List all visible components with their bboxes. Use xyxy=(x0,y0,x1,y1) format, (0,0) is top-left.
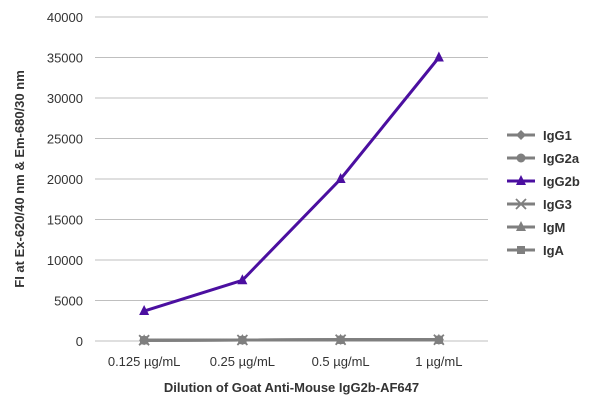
x-tick-label: 0.125 µg/mL xyxy=(108,354,181,369)
legend-label: IgA xyxy=(543,243,565,258)
data-point xyxy=(433,51,444,62)
y-tick-labels: 0 5000 10000 15000 20000 25000 30000 35000 40000 xyxy=(47,10,83,349)
legend-item-IgG2b: IgG2b xyxy=(507,174,580,189)
legend-label: IgG1 xyxy=(543,128,572,143)
legend-item-IgG2a: IgG2a xyxy=(507,151,580,166)
series-IgA xyxy=(140,335,443,345)
y-tick-label: 15000 xyxy=(47,213,83,228)
y-tick-label: 0 xyxy=(76,334,83,349)
data-point xyxy=(335,173,346,183)
series-IgG2b xyxy=(139,51,444,316)
legend-label: IgG3 xyxy=(543,197,572,212)
data-point xyxy=(516,175,526,185)
data-point xyxy=(238,336,247,345)
data-point xyxy=(140,336,149,345)
y-tick-label: 40000 xyxy=(47,10,83,25)
y-tick-label: 5000 xyxy=(54,294,83,309)
legend-item-IgG3: IgG3 xyxy=(507,197,572,212)
y-tick-label: 10000 xyxy=(47,253,83,268)
data-point xyxy=(516,221,526,231)
y-tick-label: 20000 xyxy=(47,172,83,187)
data-point xyxy=(336,335,345,344)
data-point xyxy=(517,246,525,254)
legend-label: IgM xyxy=(543,220,565,235)
x-tick-label: 0.25 µg/mL xyxy=(210,354,275,369)
legend-item-IgA: IgA xyxy=(507,243,565,258)
legend-label: IgG2b xyxy=(543,174,580,189)
y-axis-title: FI at Ex-620/40 nm & Em-680/30 nm xyxy=(12,70,27,287)
series-layer xyxy=(138,51,445,346)
data-point xyxy=(516,153,526,163)
y-tick-label: 25000 xyxy=(47,132,83,147)
data-point xyxy=(139,305,150,316)
gridlines xyxy=(95,16,488,301)
data-point xyxy=(434,335,443,344)
data-point xyxy=(237,274,248,285)
data-point xyxy=(516,130,526,140)
y-tick-label: 35000 xyxy=(47,51,83,66)
legend-item-IgM: IgM xyxy=(507,220,565,235)
legend: IgG1 IgG2a IgG2b IgG3 IgM IgA xyxy=(507,128,580,258)
x-axis-title: Dilution of Goat Anti-Mouse IgG2b-AF647 xyxy=(164,380,419,395)
x-tick-label: 1 µg/mL xyxy=(415,354,462,369)
series-line xyxy=(143,56,441,313)
legend-label: IgG2a xyxy=(543,151,580,166)
x-tick-labels: 0.125 µg/mL 0.25 µg/mL 0.5 µg/mL 1 µg/mL xyxy=(108,354,463,369)
legend-item-IgG1: IgG1 xyxy=(507,128,572,143)
y-tick-label: 30000 xyxy=(47,91,83,106)
data-point xyxy=(515,198,527,210)
x-tick-label: 0.5 µg/mL xyxy=(312,354,370,369)
